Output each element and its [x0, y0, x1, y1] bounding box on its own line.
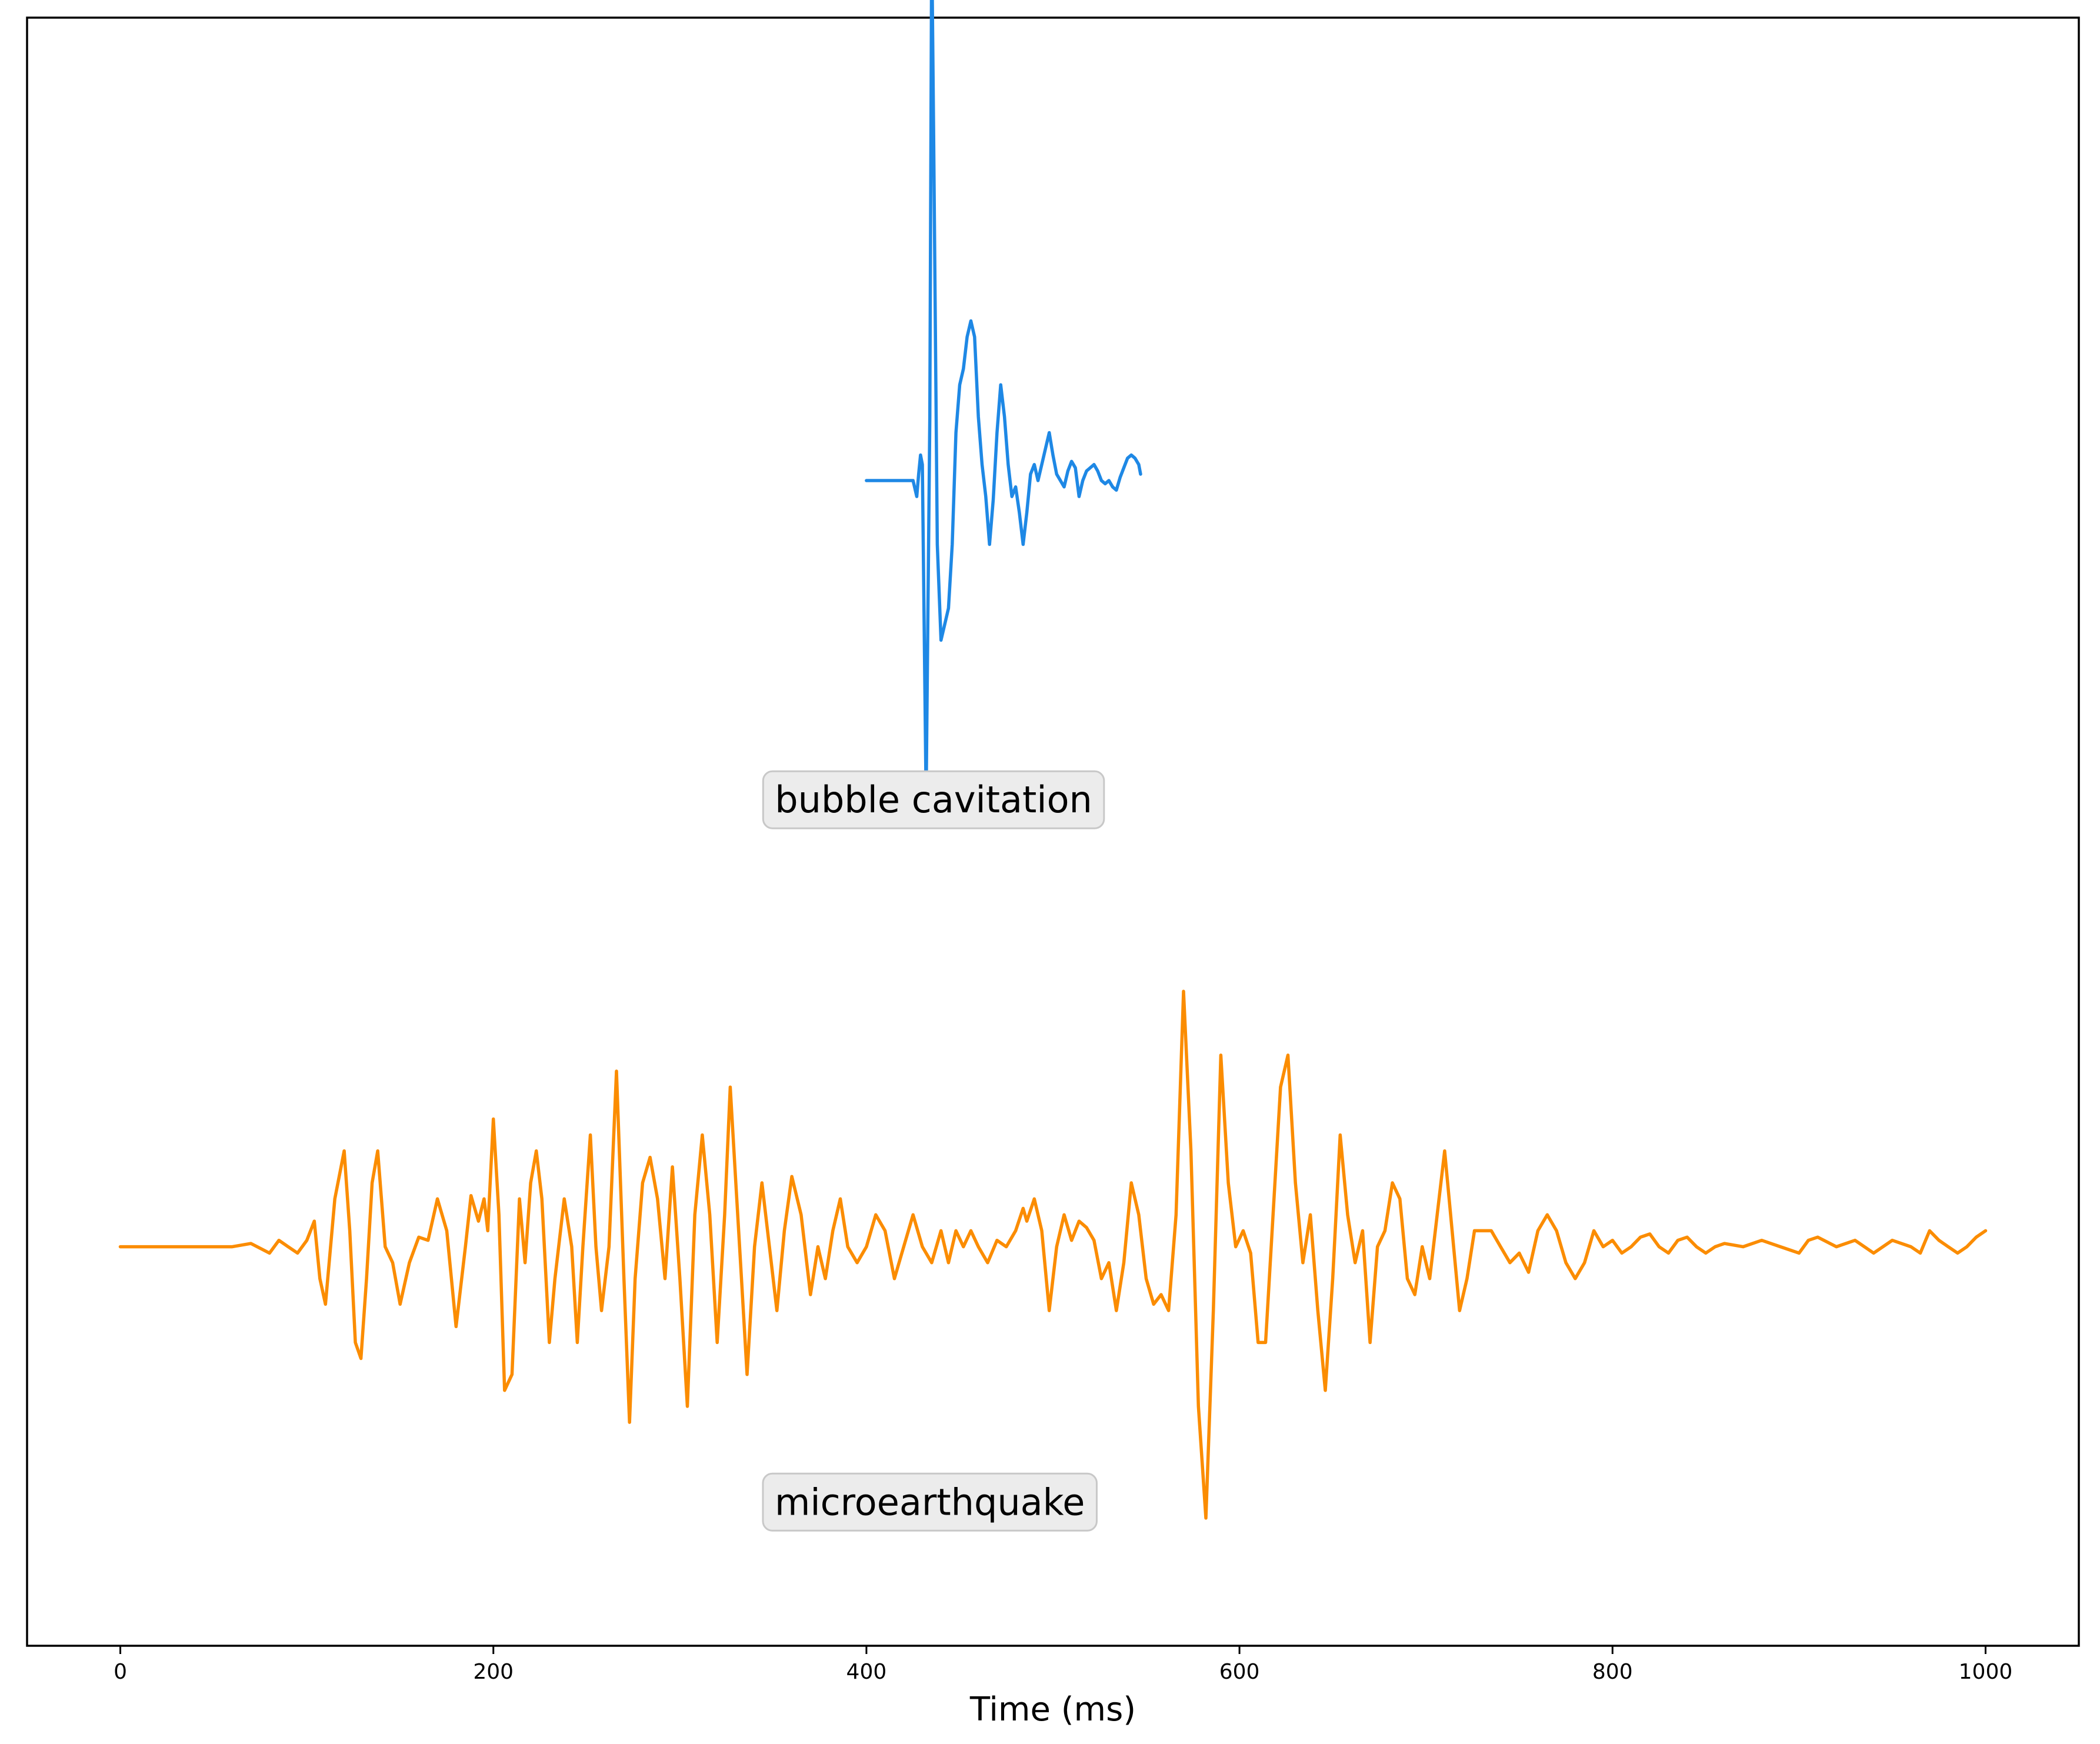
- annotation-bubble-cavitation: bubble cavitation: [762, 770, 1105, 829]
- trace-layer: [118, 0, 1988, 1520]
- annotation-box: [762, 770, 1105, 829]
- annotation-text: bubble cavitation: [775, 778, 1092, 821]
- annotation-microearthquake: microearthquake: [762, 1472, 1098, 1532]
- series-line-bubble-cavitation: [865, 0, 1142, 802]
- series-line-microearthquake: [118, 989, 1988, 1520]
- x-tick-label: 400: [846, 1660, 887, 1684]
- x-tick-label: 0: [114, 1660, 127, 1684]
- x-tick-label: 1000: [1959, 1660, 2013, 1684]
- x-tick-label: 800: [1592, 1660, 1633, 1684]
- annotation-text: microearthquake: [775, 1480, 1085, 1523]
- x-axis: 0 200 400 600 800 1000: [114, 1646, 2012, 1684]
- plot-frame: [26, 16, 2080, 1647]
- x-axis-title: Time (ms): [969, 1690, 1136, 1729]
- annotation-layer: bubble cavitation microearthquake: [762, 770, 1105, 1532]
- x-tick-label: 200: [473, 1660, 514, 1684]
- annotation-box: [762, 1472, 1098, 1532]
- x-tick-label: 600: [1219, 1660, 1260, 1684]
